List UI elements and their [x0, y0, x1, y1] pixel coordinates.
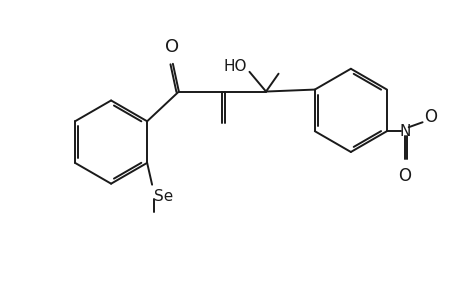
Text: O: O [423, 108, 436, 126]
Text: Se: Se [154, 189, 173, 204]
Text: O: O [164, 38, 179, 56]
Text: HO: HO [224, 59, 247, 74]
Text: O: O [397, 167, 410, 185]
Text: N: N [398, 124, 409, 139]
